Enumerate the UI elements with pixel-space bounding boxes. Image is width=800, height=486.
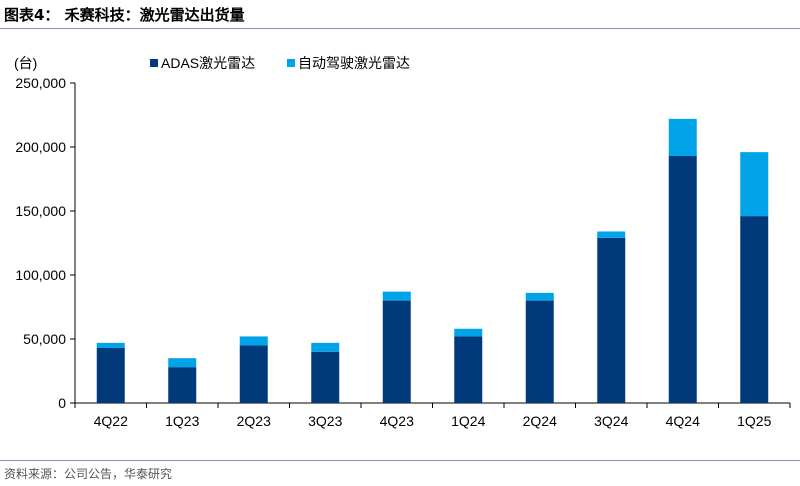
bar-segment-adas xyxy=(311,351,340,403)
bar-segment-adas xyxy=(597,237,626,403)
x-tick-label: 4Q23 xyxy=(380,413,414,429)
legend-swatch xyxy=(150,59,158,67)
y-tick-label: 150,000 xyxy=(15,203,66,219)
x-tick-label: 4Q24 xyxy=(666,413,700,429)
bar-segment-autonomous xyxy=(382,291,411,301)
chart-legend: ADAS激光雷达 自动驾驶激光雷达 xyxy=(150,55,410,71)
bar-segment-adas xyxy=(668,155,697,403)
bar-segment-autonomous xyxy=(454,328,483,337)
bar-segment-autonomous xyxy=(168,358,197,368)
x-tick-label: 1Q24 xyxy=(451,413,485,429)
bar-segment-autonomous xyxy=(597,231,626,238)
x-tick-label: 1Q23 xyxy=(165,413,199,429)
title-divider xyxy=(0,28,800,29)
x-tick-label: 1Q25 xyxy=(737,413,771,429)
bars-group xyxy=(96,118,769,403)
x-axis: 4Q22 1Q23 2Q23 3Q23 4Q23 1Q24 2Q24 3Q24 4Q24 1Q25 xyxy=(74,402,791,429)
y-tick-label: 250,000 xyxy=(15,75,66,91)
figure-title: 图表4： 禾赛科技：激光雷达出货量 xyxy=(4,6,245,24)
bar-segment-adas xyxy=(740,216,769,403)
source-note: 资料来源：公司公告，华泰研究 xyxy=(4,467,173,481)
figure-header: 图表4： 禾赛科技：激光雷达出货量 xyxy=(0,0,800,30)
bar-segment-autonomous xyxy=(96,342,125,348)
legend-swatch xyxy=(287,59,295,67)
legend-label: ADAS激光雷达 xyxy=(161,55,255,71)
bar-segment-adas xyxy=(454,336,483,403)
x-tick-label: 3Q24 xyxy=(594,413,628,429)
bar-chart: (台) ADAS激光雷达 自动驾驶激光雷达 0 50,000 100,000 150,0… xyxy=(14,55,791,429)
x-tick-label: 4Q22 xyxy=(94,413,128,429)
bar-segment-autonomous xyxy=(668,118,697,156)
bar-segment-autonomous xyxy=(740,152,769,217)
x-tick-label: 2Q24 xyxy=(523,413,557,429)
bar-segment-autonomous xyxy=(239,336,268,346)
y-tick-label: 0 xyxy=(58,395,66,411)
footer-divider xyxy=(0,460,800,461)
bar-segment-autonomous xyxy=(525,292,554,301)
x-tick-label: 2Q23 xyxy=(237,413,271,429)
y-tick-label: 200,000 xyxy=(15,139,66,155)
bar-segment-autonomous xyxy=(311,342,340,352)
y-tick-label: 50,000 xyxy=(23,331,66,347)
bar-segment-adas xyxy=(382,300,411,403)
bar-segment-adas xyxy=(168,367,197,403)
y-unit-label: (台) xyxy=(14,55,37,71)
bar-segment-adas xyxy=(525,300,554,403)
bar-segment-adas xyxy=(239,345,268,403)
legend-label: 自动驾驶激光雷达 xyxy=(298,55,410,71)
y-tick-label: 100,000 xyxy=(15,267,66,283)
bar-segment-adas xyxy=(96,347,125,403)
y-axis: 0 50,000 100,000 150,000 200,000 250,000 xyxy=(15,75,76,411)
x-tick-label: 3Q23 xyxy=(308,413,342,429)
